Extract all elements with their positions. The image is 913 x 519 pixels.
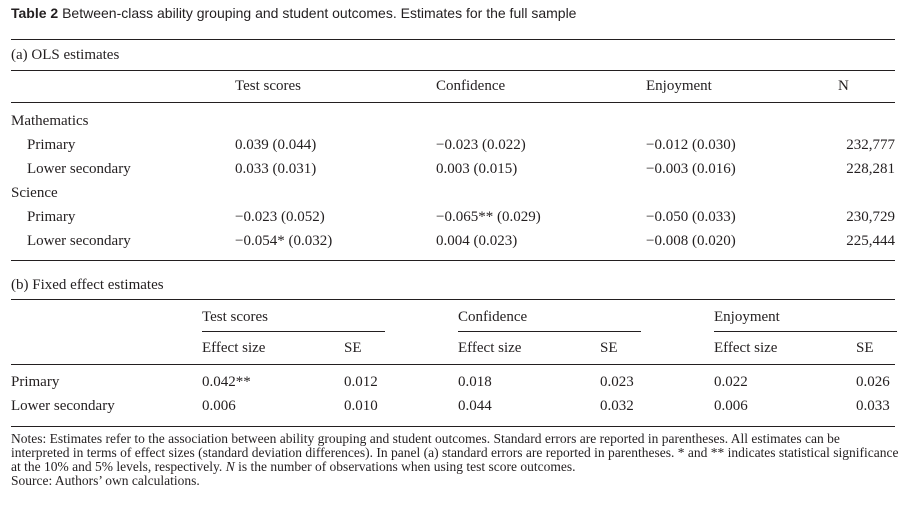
panel-b-title: (b) Fixed effect estimates <box>11 277 164 293</box>
group-rule-confidence <box>458 331 641 332</box>
group-header-test-scores: Test scores <box>202 309 269 325</box>
subheader-effect-size: Effect size <box>458 340 522 356</box>
cell-enjoyment: −0.008 (0.020) <box>646 233 736 249</box>
cell-test-es: 0.006 <box>202 398 236 414</box>
table-title: Between-class ability grouping and stude… <box>62 5 577 21</box>
cell-enj-es: 0.006 <box>714 398 748 414</box>
top-rule <box>11 39 895 40</box>
group-header-confidence: Confidence <box>458 309 528 325</box>
header-n: N <box>838 78 849 94</box>
cell-test: 0.039 (0.044) <box>235 137 317 153</box>
cell-conf-se: 0.032 <box>600 398 634 414</box>
row-label: Primary <box>27 209 76 225</box>
cell-confidence: −0.065** (0.029) <box>436 209 541 225</box>
panel-b-header-rule <box>11 364 895 365</box>
panel-a-header-rule <box>11 102 895 103</box>
panel-a-title: (a) OLS estimates <box>11 47 120 63</box>
subheader-se: SE <box>856 340 874 356</box>
table-label: Table 2 <box>11 5 59 21</box>
cell-enjoyment: −0.050 (0.033) <box>646 209 736 225</box>
subheader-se: SE <box>344 340 362 356</box>
cell-n: 225,444 <box>846 233 895 249</box>
cell-test: 0.033 (0.031) <box>235 161 317 177</box>
cell-n: 228,281 <box>846 161 895 177</box>
cell-conf-es: 0.018 <box>458 374 492 390</box>
group-label-science: Science <box>11 185 58 201</box>
row-label: Lower secondary <box>27 161 131 177</box>
panel-b-title-rule <box>11 299 895 300</box>
header-confidence: Confidence <box>436 78 506 94</box>
cell-test-es: 0.042** <box>202 374 251 390</box>
header-test-scores: Test scores <box>235 78 302 94</box>
table-caption: Table 2 Between-class ability grouping a… <box>11 5 576 21</box>
cell-enj-se: 0.033 <box>856 398 890 414</box>
cell-enj-es: 0.022 <box>714 374 748 390</box>
cell-n: 232,777 <box>846 137 895 153</box>
subheader-effect-size: Effect size <box>714 340 778 356</box>
subheader-effect-size: Effect size <box>202 340 266 356</box>
panel-a-bottom-rule <box>11 260 895 261</box>
cell-conf-es: 0.044 <box>458 398 492 414</box>
row-label: Primary <box>27 137 76 153</box>
row-label: Lower secondary <box>27 233 131 249</box>
cell-confidence: 0.003 (0.015) <box>436 161 518 177</box>
cell-confidence: 0.004 (0.023) <box>436 233 518 249</box>
subheader-se: SE <box>600 340 618 356</box>
panel-a-title-rule <box>11 70 895 71</box>
cell-enjoyment: −0.012 (0.030) <box>646 137 736 153</box>
cell-test: −0.023 (0.052) <box>235 209 325 225</box>
n-symbol: N <box>225 459 235 474</box>
cell-test-se: 0.010 <box>344 398 378 414</box>
cell-enj-se: 0.026 <box>856 374 890 390</box>
notes-text: Notes: Estimates refer to the associatio… <box>11 431 899 474</box>
cell-n: 230,729 <box>846 209 895 225</box>
group-rule-test <box>202 331 385 332</box>
table-bottom-rule <box>11 426 895 427</box>
cell-test: −0.054* (0.032) <box>235 233 333 249</box>
cell-confidence: −0.023 (0.022) <box>436 137 526 153</box>
row-label: Lower secondary <box>11 398 115 414</box>
source-text: Source: Authors’ own calculations. <box>11 473 200 488</box>
cell-enjoyment: −0.003 (0.016) <box>646 161 736 177</box>
group-header-enjoyment: Enjoyment <box>714 309 780 325</box>
table-notes: Notes: Estimates refer to the associatio… <box>11 432 901 488</box>
row-label: Primary <box>11 374 60 390</box>
group-rule-enjoyment <box>714 331 897 332</box>
cell-test-se: 0.012 <box>344 374 378 390</box>
header-enjoyment: Enjoyment <box>646 78 712 94</box>
group-label-mathematics: Mathematics <box>11 113 89 129</box>
cell-conf-se: 0.023 <box>600 374 634 390</box>
